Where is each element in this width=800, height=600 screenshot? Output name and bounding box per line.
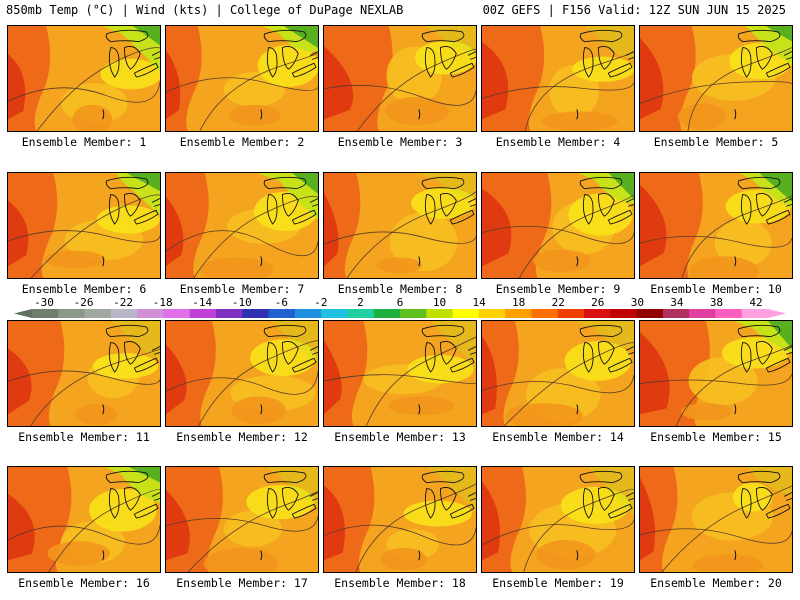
colorbar-swatch [216,309,243,318]
ensemble-member-label: Ensemble Member: 20 [650,576,782,590]
colorbar-swatch [347,309,375,318]
colorbar-arrow-left [14,309,32,318]
colorbar-swatch [268,309,296,318]
colorbar-tick-label: -14 [192,296,213,309]
ensemble-member-label: Ensemble Member: 14 [492,430,624,444]
ensemble-member-label: Ensemble Member: 13 [334,430,466,444]
ensemble-member-map [323,25,477,132]
colorbar-swatch [400,309,427,318]
ensemble-member-map [639,466,793,573]
colorbar-swatch [84,309,112,318]
ensemble-member-label: Ensemble Member: 2 [179,135,305,149]
colorbar-tick-label: 6 [396,296,404,309]
colorbar-tick-label: 38 [709,296,724,309]
ensemble-member-label: Ensemble Member: 11 [18,430,150,444]
ensemble-member-map [481,466,635,573]
colorbar-swatch [636,309,664,318]
ensemble-member-label: Ensemble Member: 1 [21,135,147,149]
colorbar-swatch [505,309,532,318]
colorbar-tick-label: -2 [314,296,328,309]
colorbar-swatch [32,309,59,318]
ensemble-member-label: Ensemble Member: 15 [650,430,782,444]
ensemble-member-map [7,320,161,427]
colorbar-tick-label: 22 [551,296,565,309]
colorbar-tick-label: 30 [630,296,644,309]
colorbar-tick-label: -18 [152,296,173,309]
ensemble-member-map [323,172,477,279]
ensemble-member-label: Ensemble Member: 8 [337,282,463,296]
colorbar-tick-label: -26 [73,296,94,309]
ensemble-member-label: Ensemble Member: 12 [176,430,308,444]
ensemble-member-map [7,25,161,132]
colorbar-swatch [478,309,506,318]
colorbar-swatch [584,309,611,318]
run-valid-time: 00Z GEFS | F156 Valid: 12Z SUN JUN 15 20… [482,3,786,17]
ensemble-member-label: Ensemble Member: 4 [495,135,621,149]
colorbar-arrow-right [768,309,786,318]
colorbar-tick-label: -30 [34,296,54,309]
ensemble-member-map [639,172,793,279]
colorbar-swatch [741,309,769,318]
ensemble-member-map [165,466,319,573]
colorbar-swatch [294,309,322,318]
colorbar-swatch [163,309,191,318]
colorbar-swatch [321,309,348,318]
colorbar-swatch [189,309,217,318]
colorbar-tick-label: -10 [231,296,252,309]
ensemble-member-map [639,25,793,132]
ensemble-member-map [481,320,635,427]
ensemble-member-map [165,172,319,279]
ensemble-member-map [7,172,161,279]
colorbar-strip [14,309,786,318]
map-title: 850mb Temp (°C) | Wind (kts) | College o… [6,3,404,17]
ensemble-member-map [323,466,477,573]
ensemble-member-map [481,25,635,132]
colorbar-tick-label: -22 [113,296,134,309]
ensemble-member-map [323,320,477,427]
colorbar-swatch [110,309,138,318]
colorbar-swatch [373,309,401,318]
colorbar-swatch [662,309,690,318]
ensemble-member-map [481,172,635,279]
colorbar-tick-label: 26 [591,296,605,309]
colorbar-swatch [610,309,638,318]
temperature-colorbar: -30 -26 -22 -18 -14 -10 -6 -2 2 6 10 14 18 22 26 30 34 38… [14,296,786,322]
colorbar-swatch [557,309,585,318]
colorbar-tick-label: 14 [472,296,486,309]
colorbar-swatch [58,309,86,318]
colorbar-tick-label: 2 [357,296,364,309]
colorbar-tick-label: 18 [512,296,526,309]
colorbar-swatch [242,309,270,318]
ensemble-member-label: Ensemble Member: 10 [650,282,782,296]
ensemble-member-label: Ensemble Member: 16 [18,576,150,590]
ensemble-member-label: Ensemble Member: 6 [21,282,147,296]
colorbar-tick-label: 42 [749,296,763,309]
ensemble-member-label: Ensemble Member: 19 [492,576,624,590]
ensemble-member-label: Ensemble Member: 3 [337,135,463,149]
ensemble-member-label: Ensemble Member: 18 [334,576,466,590]
colorbar-swatch [689,309,716,318]
ensemble-member-label: Ensemble Member: 9 [495,282,621,296]
colorbar-swatch [452,309,480,318]
colorbar-swatch [531,309,559,318]
ensemble-member-map [639,320,793,427]
colorbar-tick-label: 10 [432,296,447,309]
ensemble-member-label: Ensemble Member: 5 [653,135,779,149]
colorbar-tick-label: -6 [274,296,288,309]
ensemble-member-map [165,320,319,427]
colorbar-swatch [137,309,164,318]
colorbar-swatch [426,309,454,318]
ensemble-member-label: Ensemble Member: 7 [179,282,305,296]
colorbar-tick-label: 34 [670,296,684,309]
colorbar-swatch [715,309,743,318]
ensemble-member-map [7,466,161,573]
ensemble-member-label: Ensemble Member: 17 [176,576,308,590]
ensemble-member-map [165,25,319,132]
